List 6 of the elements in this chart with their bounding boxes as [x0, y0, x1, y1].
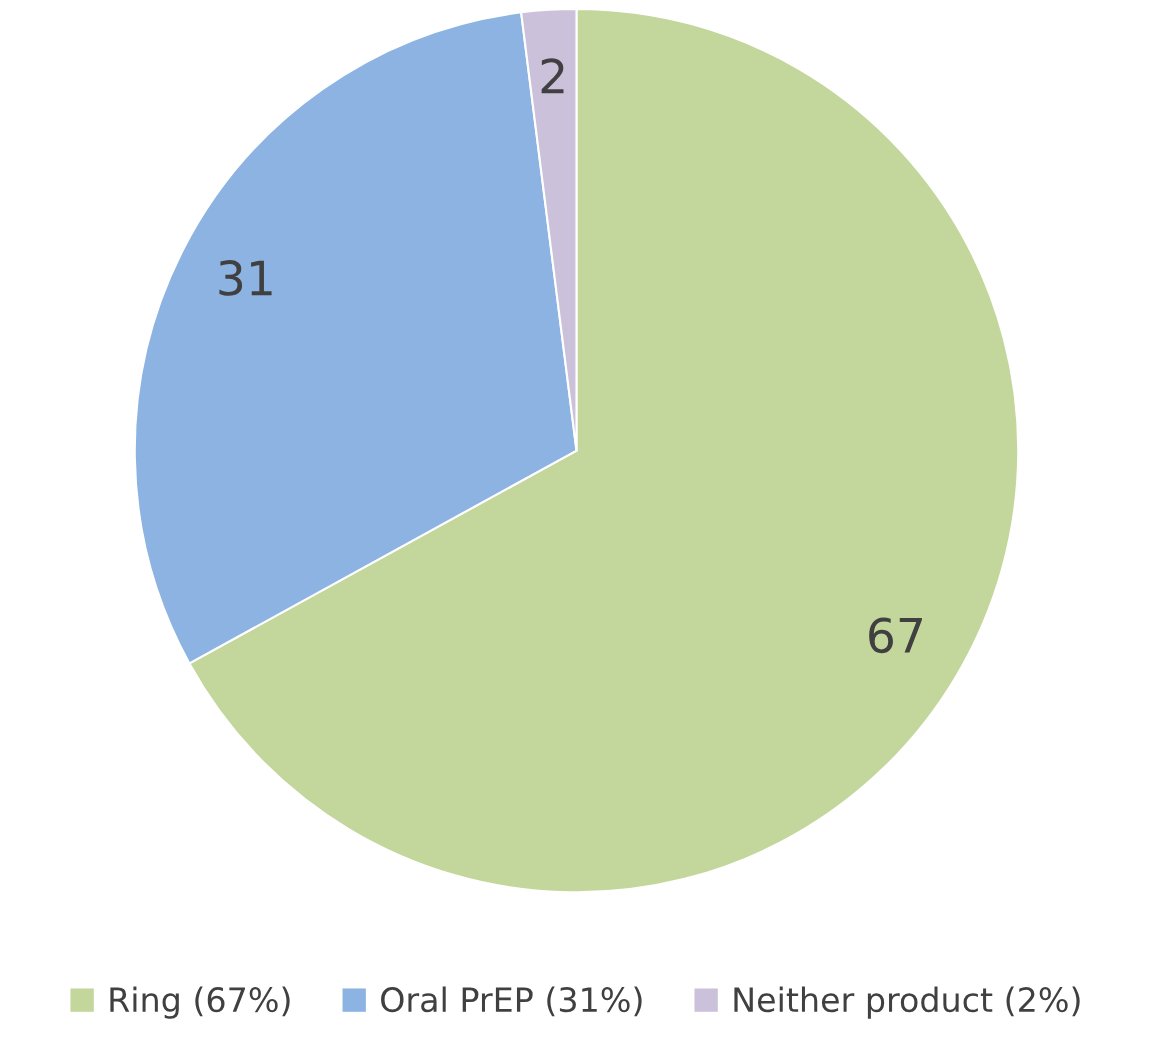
- legend-label: Ring (67%): [110, 986, 290, 1019]
- data-label: 2: [541, 58, 564, 94]
- data-label: 67: [869, 617, 922, 654]
- legend-label: Neither product (2%): [734, 986, 1080, 1019]
- legend-label: Oral PrEP (31%): [381, 986, 642, 1017]
- data-label: 31: [219, 260, 272, 296]
